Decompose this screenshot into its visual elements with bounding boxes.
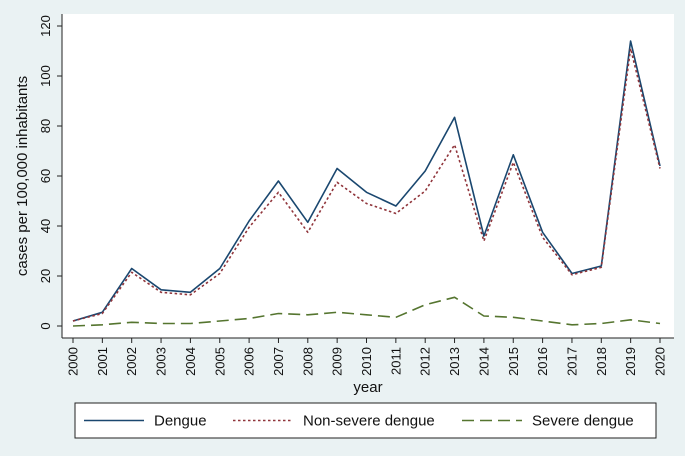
- x-tick-label: 2010: [359, 347, 374, 376]
- x-tick-label: 2006: [242, 347, 257, 376]
- y-tick-label: 60: [38, 169, 53, 183]
- y-tick-label: 120: [38, 15, 53, 37]
- y-axis-title: cases per 100,000 inhabitants: [14, 76, 31, 276]
- x-tick-label: 2001: [95, 347, 110, 376]
- x-tick-label: 2005: [212, 347, 227, 376]
- x-tick-label: 2002: [124, 347, 139, 376]
- y-tick-label: 20: [38, 269, 53, 283]
- x-tick-label: 2019: [623, 347, 638, 376]
- legend-box: [74, 402, 657, 439]
- x-tick-label: 2007: [271, 347, 286, 376]
- x-tick-label: 2012: [418, 347, 433, 376]
- x-tick-label: 2011: [388, 347, 403, 375]
- y-tick-label: 0: [38, 322, 53, 329]
- legend-items: Dengue Non-severe dengue Severe dengue: [84, 413, 634, 430]
- x-tick-label: 2004: [183, 347, 198, 376]
- y-tick-label: 80: [38, 119, 53, 133]
- x-axis-title: year: [353, 379, 382, 396]
- series-lines: [72, 40, 661, 327]
- x-tick-label: 2009: [330, 347, 345, 376]
- legend-label: Non-severe dengue: [303, 413, 435, 430]
- x-tick-label: 2008: [300, 347, 315, 376]
- series-line-severe-dengue: [72, 296, 661, 327]
- x-tick-label: 2020: [653, 347, 668, 376]
- x-tick-label: 2003: [154, 347, 169, 376]
- x-ticks: 2000 2001 2002 2003 2004 2005 2006 2007 2008 2009…: [66, 338, 668, 376]
- y-tick-label: 100: [38, 65, 53, 87]
- series-line-dengue: [72, 40, 661, 322]
- x-tick-label: 2014: [476, 347, 491, 376]
- x-tick-label: 2000: [66, 347, 81, 376]
- series-line-non-severe-dengue: [72, 47, 661, 322]
- x-tick-label: 2016: [535, 347, 550, 376]
- y-tick-label: 40: [38, 219, 53, 233]
- x-tick-label: 2018: [594, 347, 609, 376]
- legend: Dengue Non-severe dengue Severe dengue: [74, 402, 657, 439]
- x-tick-label: 2017: [564, 347, 579, 376]
- legend-label: Severe dengue: [532, 413, 634, 430]
- x-tick-label: 2015: [506, 347, 521, 376]
- y-ticks: 0 20 40 60 80 100 120: [38, 15, 62, 330]
- plot-area: [62, 14, 674, 338]
- legend-label: Dengue: [154, 413, 207, 430]
- x-tick-label: 2013: [447, 347, 462, 376]
